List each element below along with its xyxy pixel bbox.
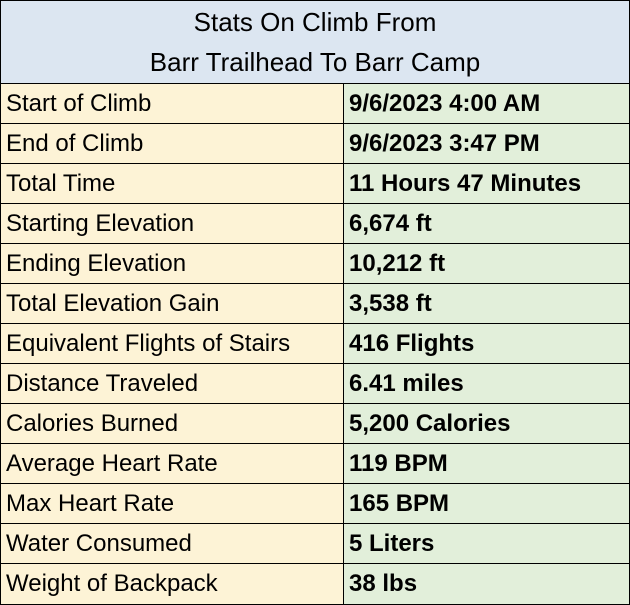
row-value: 11 Hours 47 Minutes (344, 164, 629, 203)
row-label: Distance Traveled (1, 364, 344, 403)
table-title: Stats On Climb From Barr Trailhead To Ba… (1, 1, 629, 84)
table-row: Calories Burned 5,200 Calories (1, 404, 629, 444)
row-value: 165 BPM (344, 484, 629, 523)
row-value: 38 lbs (344, 564, 629, 604)
row-label: Calories Burned (1, 404, 344, 443)
row-label: Equivalent Flights of Stairs (1, 324, 344, 363)
title-line-1: Stats On Climb From (193, 7, 437, 37)
row-label: Average Heart Rate (1, 444, 344, 483)
row-value: 10,212 ft (344, 244, 629, 283)
table-row: Water Consumed 5 Liters (1, 524, 629, 564)
row-value: 5 Liters (344, 524, 629, 563)
row-label: Start of Climb (1, 84, 344, 123)
table-row: Max Heart Rate 165 BPM (1, 484, 629, 524)
row-label: Water Consumed (1, 524, 344, 563)
row-value: 9/6/2023 3:47 PM (344, 124, 629, 163)
table-row: Total Time 11 Hours 47 Minutes (1, 164, 629, 204)
table-row: Starting Elevation 6,674 ft (1, 204, 629, 244)
row-label: Max Heart Rate (1, 484, 344, 523)
row-label: Total Elevation Gain (1, 284, 344, 323)
row-value: 6,674 ft (344, 204, 629, 243)
row-value: 5,200 Calories (344, 404, 629, 443)
table-row: End of Climb 9/6/2023 3:47 PM (1, 124, 629, 164)
row-label: Total Time (1, 164, 344, 203)
row-label: Weight of Backpack (1, 564, 344, 604)
row-label: Ending Elevation (1, 244, 344, 283)
row-label: Starting Elevation (1, 204, 344, 243)
table-row: Distance Traveled 6.41 miles (1, 364, 629, 404)
title-line-2: Barr Trailhead To Barr Camp (149, 47, 481, 77)
row-value: 3,538 ft (344, 284, 629, 323)
table-row: Average Heart Rate 119 BPM (1, 444, 629, 484)
table-row: Start of Climb 9/6/2023 4:00 AM (1, 84, 629, 124)
row-value: 416 Flights (344, 324, 629, 363)
row-value: 119 BPM (344, 444, 629, 483)
table-row: Ending Elevation 10,212 ft (1, 244, 629, 284)
table-row: Total Elevation Gain 3,538 ft (1, 284, 629, 324)
row-label: End of Climb (1, 124, 344, 163)
table-row: Equivalent Flights of Stairs 416 Flights (1, 324, 629, 364)
table-row: Weight of Backpack 38 lbs (1, 564, 629, 605)
row-value: 9/6/2023 4:00 AM (344, 84, 629, 123)
row-value: 6.41 miles (344, 364, 629, 403)
